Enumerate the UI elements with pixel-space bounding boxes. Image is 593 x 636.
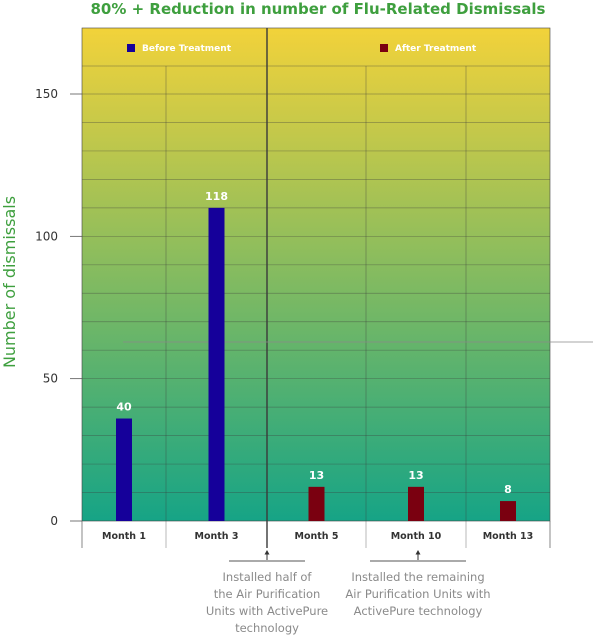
y-tick-label: 0 xyxy=(50,514,58,528)
bar xyxy=(408,486,424,521)
x-tick-label: Month 13 xyxy=(483,531,534,542)
data-label: 13 xyxy=(309,469,324,482)
annotation-arrowhead xyxy=(415,550,421,555)
x-tick-label: Month 3 xyxy=(195,531,239,542)
data-label: 13 xyxy=(408,469,423,482)
annotation-text: Installed half of the Air Purification Uni… xyxy=(206,570,328,635)
legend-swatch xyxy=(380,44,388,52)
y-axis-label: Number of dismissals xyxy=(0,196,19,368)
chart-title: 80% + Reduction in number of Flu-Related… xyxy=(90,0,545,18)
plot-background xyxy=(81,27,551,522)
annotation-arrowhead xyxy=(264,550,270,555)
x-tick-label: Month 5 xyxy=(295,531,339,542)
legend-label: Before Treatment xyxy=(142,44,232,54)
annotation-text: Installed the remaining Air Purification … xyxy=(345,570,490,618)
legend-label: After Treatment xyxy=(395,44,477,54)
bar xyxy=(208,207,225,521)
data-label: 40 xyxy=(116,401,132,414)
x-tick-label: Month 1 xyxy=(102,531,146,542)
y-tick-label: 100 xyxy=(35,229,58,243)
y-tick-label: 150 xyxy=(35,87,58,101)
data-label: 8 xyxy=(504,483,512,496)
x-tick-label: Month 10 xyxy=(391,531,442,542)
bar xyxy=(500,501,516,521)
y-tick-label: 50 xyxy=(43,372,58,386)
legend-swatch xyxy=(127,44,135,52)
bar xyxy=(308,486,325,521)
bar xyxy=(116,418,132,521)
data-label: 118 xyxy=(205,190,228,203)
